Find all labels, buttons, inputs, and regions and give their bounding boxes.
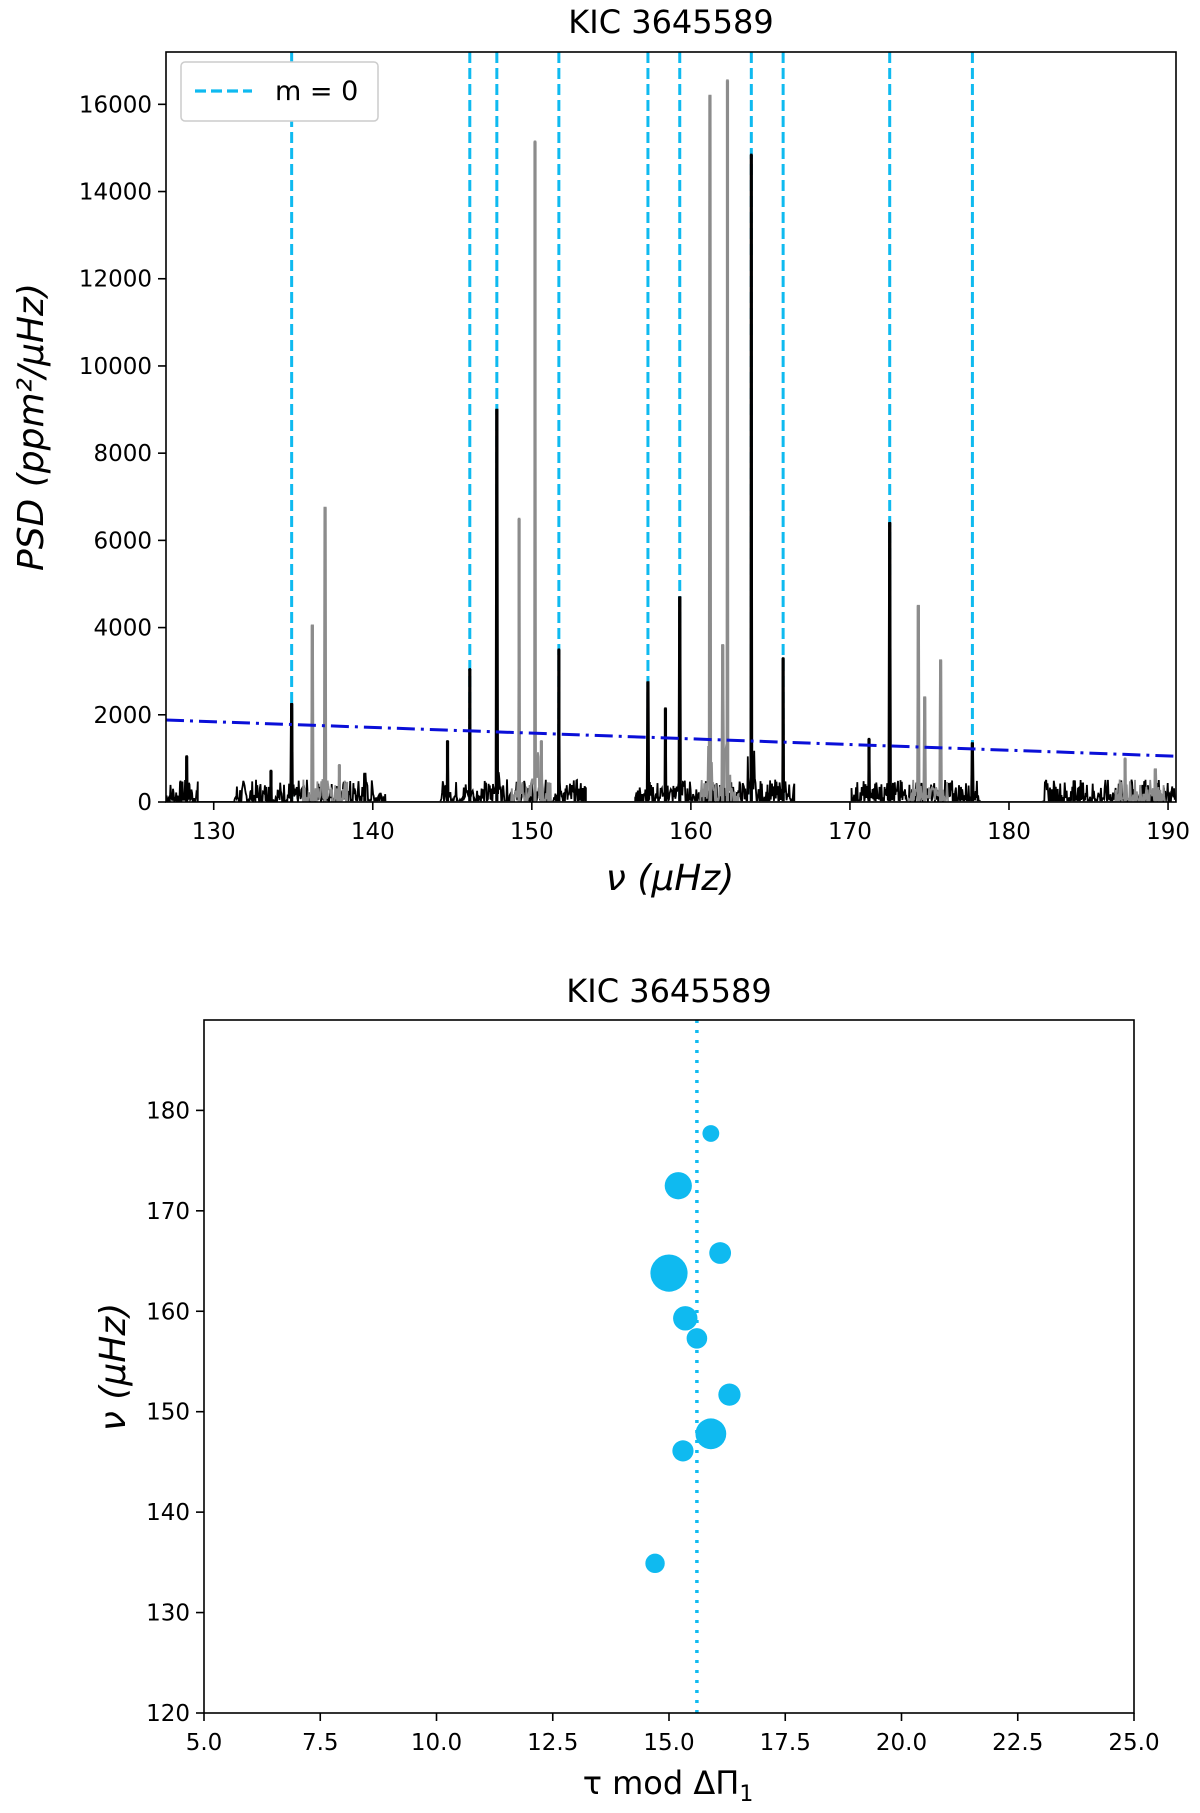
psd-y-tick-label-7: 14000 <box>79 180 152 206</box>
psd-y-tick-label-2: 4000 <box>93 616 152 642</box>
scatter-y-tick-label-0: 120 <box>146 1701 190 1727</box>
scatter-plot-area <box>645 1020 741 1713</box>
legend-label-m0: m = 0 <box>275 76 358 107</box>
scatter-x-label-sub: 1 <box>739 1782 753 1807</box>
scatter-point-7 <box>709 1242 732 1264</box>
psd-y-tick-label-6: 12000 <box>79 267 152 293</box>
psd-panel: KIC 3645589 130 140 150 160 170 180 190 0 2000 4… <box>11 3 1190 899</box>
scatter-x-tick-label-8: 25.0 <box>1108 1730 1159 1756</box>
scatter-axes-frame <box>203 1019 1135 1714</box>
scatter-x-tick-label-4: 15.0 <box>643 1730 694 1756</box>
scatter-point-3 <box>718 1383 741 1406</box>
scatter-y-tick-label-3: 150 <box>146 1400 190 1426</box>
scatter-x-label: τ mod ΔΠ1 <box>583 1764 754 1807</box>
scatter-y-label: ν (μHz) <box>93 1303 134 1432</box>
psd-gray-trace <box>301 79 1166 802</box>
psd-x-label: ν (μHz) <box>606 858 735 899</box>
psd-x-tick-label-3: 160 <box>669 819 713 845</box>
psd-x-ticks: 130 140 150 160 170 180 190 <box>192 802 1190 845</box>
psd-y-tick-label-0: 0 <box>137 790 152 816</box>
psd-x-tick-label-2: 150 <box>510 819 554 845</box>
scatter-point-2 <box>695 1418 727 1450</box>
scatter-x-tick-label-2: 10.0 <box>411 1730 462 1756</box>
psd-y-tick-label-5: 10000 <box>79 354 152 380</box>
psd-black-trace <box>166 153 1176 802</box>
scatter-y-tick-label-5: 170 <box>146 1199 190 1225</box>
scatter-y-ticks: 120 130 140 150 160 170 180 <box>146 1098 204 1727</box>
psd-y-label: PSD (ppm²/μHz) <box>11 283 52 571</box>
threshold-line <box>166 718 1176 758</box>
psd-y-ticks: 0 2000 4000 6000 8000 10000 12000 14000 16000 <box>79 92 166 816</box>
scatter-point-9 <box>702 1125 720 1142</box>
psd-title: KIC 3645589 <box>568 3 773 41</box>
scatter-x-ticks: 5.0 7.5 10.0 12.5 15.0 17.5 20.0 22.5 25.0 <box>186 1713 1160 1756</box>
scatter-x-tick-label-0: 5.0 <box>186 1730 223 1756</box>
scatter-point-5 <box>673 1306 698 1331</box>
scatter-x-tick-label-1: 7.5 <box>302 1730 339 1756</box>
scatter-x-tick-label-6: 20.0 <box>876 1730 927 1756</box>
scatter-point-6 <box>650 1254 688 1292</box>
scatter-point-8 <box>664 1172 692 1200</box>
psd-legend: m = 0 <box>180 61 379 122</box>
scatter-x-tick-label-7: 22.5 <box>992 1730 1043 1756</box>
psd-y-tick-label-1: 2000 <box>93 703 152 729</box>
scatter-x-label-main: τ mod ΔΠ <box>583 1764 740 1802</box>
scatter-point-4 <box>686 1328 708 1349</box>
scatter-point-1 <box>672 1440 694 1462</box>
scatter-y-tick-label-6: 180 <box>146 1098 190 1124</box>
psd-black-spectrum <box>166 153 1176 802</box>
scatter-y-tick-label-1: 130 <box>146 1601 190 1627</box>
psd-x-tick-label-6: 190 <box>1146 819 1190 845</box>
scatter-x-tick-label-3: 12.5 <box>527 1730 578 1756</box>
psd-gray-spectrum <box>301 79 1166 802</box>
psd-plot-area <box>166 52 1176 802</box>
psd-y-tick-label-3: 6000 <box>93 528 152 554</box>
psd-y-tick-label-8: 16000 <box>79 92 152 118</box>
scatter-panel: KIC 3645589 5.0 7.5 10.0 12.5 15.0 17.5 20.0 22… <box>93 972 1160 1807</box>
scatter-y-tick-label-2: 140 <box>146 1500 190 1526</box>
psd-x-tick-label-4: 170 <box>828 819 872 845</box>
scatter-title: KIC 3645589 <box>566 972 771 1010</box>
legend-box <box>180 61 379 122</box>
psd-y-tick-label-4: 8000 <box>93 441 152 467</box>
psd-x-tick-label-1: 140 <box>351 819 395 845</box>
scatter-y-tick-label-4: 160 <box>146 1299 190 1325</box>
psd-x-tick-label-0: 130 <box>192 819 236 845</box>
scatter-x-tick-label-5: 17.5 <box>760 1730 811 1756</box>
psd-axes-frame <box>165 51 1177 803</box>
scatter-points <box>645 1125 741 1574</box>
psd-x-tick-label-5: 180 <box>987 819 1031 845</box>
scatter-point-0 <box>645 1553 665 1574</box>
m0-lines <box>290 52 974 802</box>
